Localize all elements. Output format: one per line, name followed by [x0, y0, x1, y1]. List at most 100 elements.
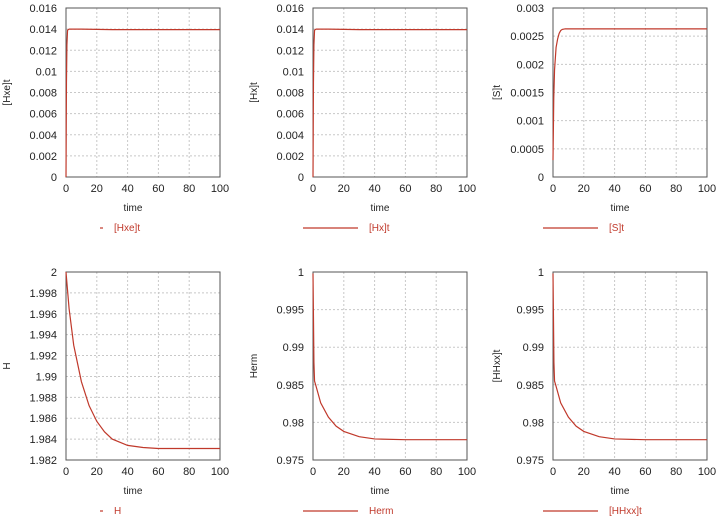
y-tick-label: 1 [538, 267, 544, 279]
x-tick-label: 0 [550, 466, 556, 478]
y-tick-label: 0.006 [276, 109, 304, 121]
x-tick-label: 0 [550, 183, 556, 195]
x-tick-label: 80 [430, 183, 442, 195]
x-tick-label: 20 [91, 183, 103, 195]
x-tick-label: 20 [578, 466, 590, 478]
x-tick-label: 0 [63, 183, 69, 195]
y-tick-label: 0.001 [516, 116, 544, 128]
y-tick-label: 0.016 [29, 3, 57, 15]
series-line [552, 28, 707, 161]
y-tick-label: 0.975 [276, 455, 304, 467]
x-axis-label: time [371, 486, 390, 497]
y-axis-label: Herm [249, 354, 260, 378]
y-axis-label: [Hx]t [249, 82, 260, 103]
y-tick-label: 0 [538, 172, 544, 184]
x-axis-label: time [124, 486, 143, 497]
legend-label: H [114, 506, 121, 517]
x-tick-label: 20 [338, 466, 350, 478]
x-tick-label: 40 [608, 183, 620, 195]
y-tick-label: 0.004 [276, 130, 304, 142]
y-tick-label: 0.003 [516, 3, 544, 15]
plot-frame [552, 7, 708, 178]
y-tick-label: 0.012 [276, 45, 304, 57]
x-tick-label: 40 [368, 466, 380, 478]
y-tick-label: 0.002 [276, 151, 304, 163]
y-tick-label: 0.99 [523, 342, 544, 354]
x-tick-label: 20 [338, 183, 350, 195]
x-tick-label: 100 [458, 183, 476, 195]
y-tick-label: 1.984 [29, 434, 57, 446]
x-axis-label: time [611, 486, 630, 497]
y-tick-label: 1.988 [29, 392, 57, 404]
series-line [312, 273, 467, 441]
y-tick-label: 0.014 [276, 24, 304, 36]
x-tick-label: 80 [183, 183, 195, 195]
legend-label: Herm [369, 506, 393, 517]
x-axis-label: time [371, 203, 390, 214]
x-tick-label: 40 [368, 183, 380, 195]
y-tick-label: 0.008 [276, 88, 304, 100]
y-tick-label: 0.995 [516, 305, 544, 317]
x-tick-label: 60 [639, 466, 651, 478]
y-tick-label: 0.0025 [510, 31, 544, 43]
y-tick-label: 1.992 [29, 351, 57, 363]
y-tick-label: 0.995 [276, 305, 304, 317]
y-tick-label: 0.006 [29, 109, 57, 121]
x-tick-label: 60 [399, 466, 411, 478]
y-tick-label: 0.99 [283, 342, 304, 354]
y-tick-label: 1 [298, 267, 304, 279]
y-tick-label: 0.0015 [510, 88, 544, 100]
y-tick-label: 0.01 [36, 66, 57, 78]
y-tick-label: 0.01 [283, 66, 304, 78]
x-tick-label: 100 [698, 466, 716, 478]
x-tick-label: 60 [152, 466, 164, 478]
x-tick-label: 20 [578, 183, 590, 195]
x-tick-label: 40 [121, 183, 133, 195]
legend-label: [HHxx]t [609, 506, 642, 517]
x-tick-label: 80 [183, 466, 195, 478]
y-tick-label: 0.975 [516, 455, 544, 467]
chart-panel-6: 0 20 40 60 80 100 0.975 0.98 0.985 0.99 0.995 1 time… [492, 267, 716, 517]
x-tick-label: 100 [458, 466, 476, 478]
x-tick-label: 40 [121, 466, 133, 478]
y-tick-label: 1.982 [29, 455, 57, 467]
y-axis-label: H [2, 362, 13, 369]
y-tick-label: 0.012 [29, 45, 57, 57]
y-tick-label: 0.004 [29, 130, 57, 142]
x-tick-label: 0 [310, 466, 316, 478]
x-tick-label: 80 [670, 466, 682, 478]
y-tick-label: 0.008 [29, 88, 57, 100]
x-tick-label: 80 [670, 183, 682, 195]
y-tick-label: 0.014 [29, 24, 57, 36]
chart-panel-2: 0 20 40 60 80 100 0 0.002 0.004 0.006 0.008 0.01 0.0… [249, 3, 476, 234]
y-axis-label: [Hxe]t [2, 79, 13, 105]
y-tick-label: 0.016 [276, 3, 304, 15]
x-axis-label: time [611, 203, 630, 214]
x-tick-label: 100 [211, 183, 229, 195]
y-tick-label: 1.996 [29, 309, 57, 321]
x-tick-label: 20 [91, 466, 103, 478]
x-tick-label: 60 [152, 183, 164, 195]
y-tick-label: 1.994 [29, 330, 57, 342]
y-tick-label: 0.985 [276, 380, 304, 392]
y-tick-label: 0 [298, 172, 304, 184]
series-line [65, 28, 220, 178]
y-tick-label: 0.985 [516, 380, 544, 392]
x-tick-label: 80 [430, 466, 442, 478]
x-axis-label: time [124, 203, 143, 214]
x-tick-label: 100 [698, 183, 716, 195]
x-tick-label: 0 [63, 466, 69, 478]
y-tick-label: 0 [51, 172, 57, 184]
y-tick-label: 0.98 [283, 417, 304, 429]
y-tick-label: 1.998 [29, 288, 57, 300]
plot-frame [312, 271, 468, 461]
legend-label: [S]t [609, 223, 624, 234]
series-line [312, 28, 467, 178]
y-tick-label: 2 [51, 267, 57, 279]
series-line [65, 271, 220, 450]
chart-panel-4: 0 20 40 60 80 100 1.982 1.984 1.986 1.988 1.99 1.99… [2, 267, 229, 517]
y-tick-label: 0.002 [516, 59, 544, 71]
chart-panel-1: 0 20 40 60 80 100 0 0.002 0.004 0.006 0.008 0.01 0.0… [2, 3, 229, 234]
